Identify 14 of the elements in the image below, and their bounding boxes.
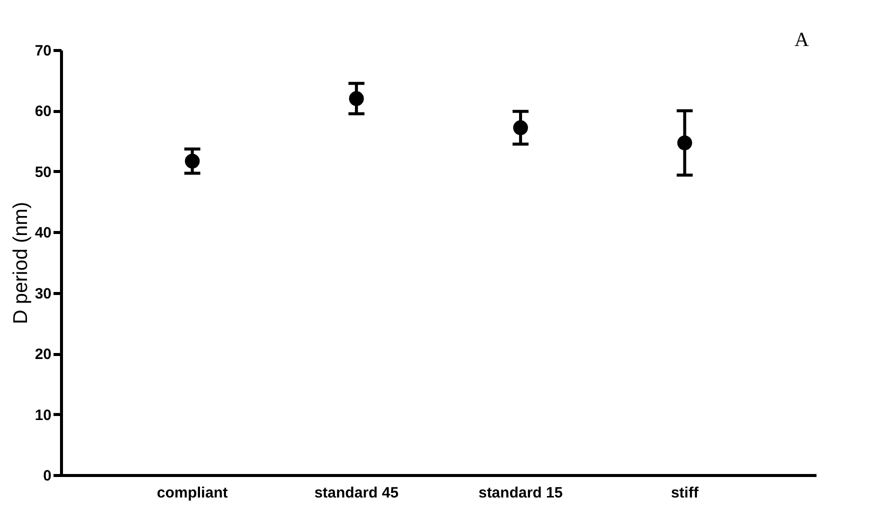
y-tick-label: 10 [34, 406, 52, 424]
y-tick-label: 20 [34, 346, 52, 364]
y-tick-label: 40 [34, 224, 52, 242]
x-tick-label: compliant [156, 484, 228, 502]
x-tick-label: standard 45 [314, 484, 399, 502]
annotation: A [794, 29, 810, 51]
y-tick-label: 50 [34, 164, 52, 181]
y-tick-label: 70 [34, 42, 52, 60]
y-axis-title: D period (nm) [10, 202, 32, 324]
x-tick-label: standard 15 [478, 484, 563, 502]
y-tick-label: 0 [43, 468, 52, 484]
y-tick-label: 30 [34, 285, 52, 302]
y-tick-label: 60 [34, 103, 52, 120]
x-tick-label: stiff [670, 484, 700, 502]
